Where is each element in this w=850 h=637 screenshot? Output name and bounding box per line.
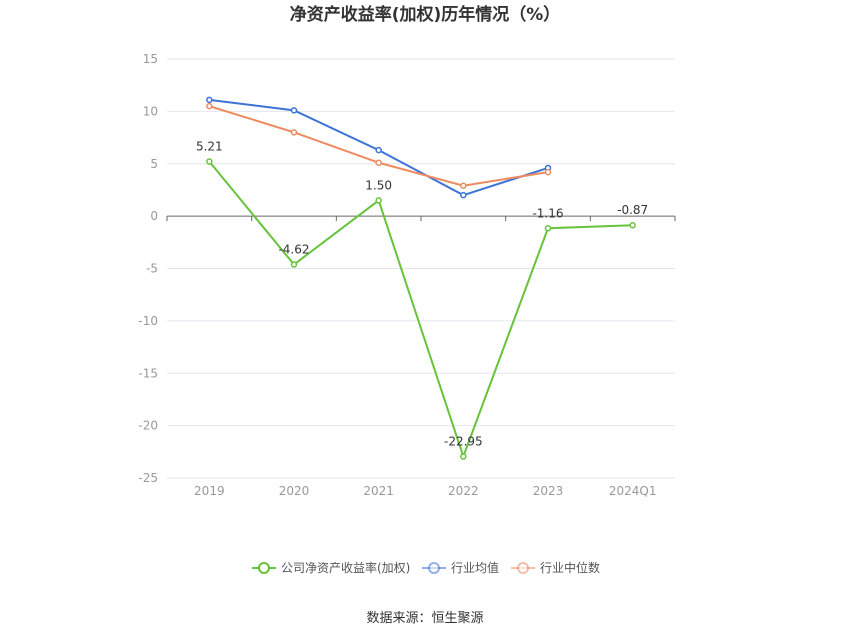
y-tick-label: 0 [150,209,158,223]
legend-label: 行业中位数 [540,560,600,575]
x-tick-label: 2024Q1 [609,484,657,498]
x-tick-label: 2022 [448,484,479,498]
y-tick-label: -10 [138,314,158,328]
y-tick-label: -5 [146,262,158,276]
series-line-0 [208,160,633,460]
grid-lines [167,58,675,479]
data-point-0 [629,221,636,229]
data-label: 1.50 [365,178,392,192]
x-axis: 2019 2020 2021 2022 2023 2024Q1 [166,216,676,498]
y-tick-label: -15 [138,366,158,380]
legend[interactable]: 公司净资产收益率(加权) 行业均值 行业中位数 [252,560,600,575]
data-source: 数据来源：恒生聚源 [366,611,483,626]
data-point-0 [544,225,552,232]
data-label: -22.95 [444,435,483,449]
series-group [206,96,636,460]
legend-label: 公司净资产收益率(加权) [281,560,410,575]
data-point-1 [460,191,467,199]
y-tick-label: 10 [143,104,158,118]
data-point-0 [290,261,298,268]
data-label: -0.87 [617,203,648,217]
y-tick-label: -25 [138,471,158,485]
legend-marker-icon [517,562,529,574]
legend-item-2[interactable]: 行业中位数 [511,560,600,575]
x-tick-label: 2019 [194,484,225,498]
data-label: -4.62 [278,243,309,257]
y-axis: 15 10 5 0 -5 -10 -15 -20 -25 [138,52,158,485]
series-line-2 [209,105,549,187]
data-point-2 [206,102,213,110]
y-tick-label: 15 [143,52,158,66]
legend-item-1[interactable]: 行业均值 [422,560,499,575]
data-point-1 [206,96,213,104]
x-tick-label: 2023 [533,484,564,498]
data-label: 5.21 [196,140,223,154]
data-point-1 [290,107,298,114]
x-tick-label: 2021 [363,484,394,498]
chart-title: 净资产收益率(加权)历年情况（%） [290,4,561,25]
data-point-0 [375,197,382,204]
data-point-2 [375,159,382,166]
legend-marker-icon [258,562,270,574]
data-labels: 5.21 -4.62 1.50 -22.95 -1.16 -0.87 [196,140,648,449]
legend-item-0[interactable]: 公司净资产收益率(加权) [252,560,410,575]
data-point-0 [206,158,213,165]
data-point-2 [460,182,467,189]
legend-marker-icon [428,562,440,574]
legend-label: 行业均值 [451,560,499,575]
data-point-0 [460,453,467,460]
data-point-2 [290,129,298,136]
y-tick-label: 5 [150,157,158,171]
y-tick-label: -20 [138,419,158,433]
data-label: -1.16 [532,206,563,220]
x-tick-label: 2020 [279,484,310,498]
data-point-1 [375,146,382,154]
data-point-2 [544,168,552,176]
